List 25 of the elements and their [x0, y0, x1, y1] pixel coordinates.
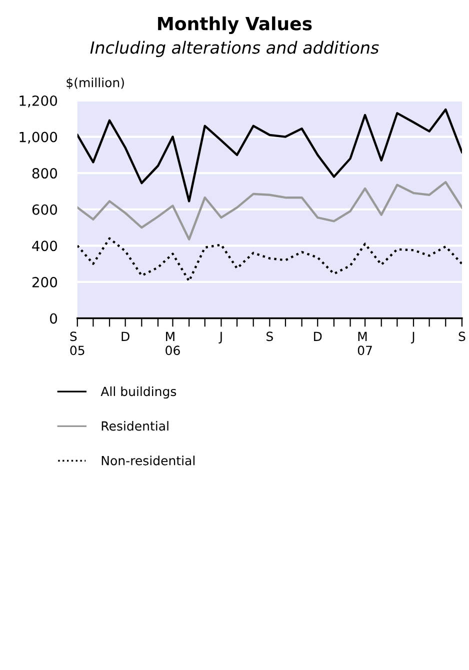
y-tick-label: 1,000: [20, 132, 58, 144]
line-series: [77, 237, 462, 282]
x-tick-label: M 06: [166, 332, 180, 356]
x-tick-label: D: [314, 332, 322, 341]
line-series: [77, 181, 462, 240]
x-tick-label: S 05: [70, 332, 84, 356]
legend-label: Non-residential: [102, 456, 194, 466]
x-tick-label: S: [266, 332, 273, 342]
y-tick-label: 1,200: [20, 95, 58, 108]
x-tick-label: D: [122, 332, 130, 341]
x-tick-label: J: [411, 332, 414, 344]
y-tick-label: 600: [32, 204, 58, 215]
x-tick-label: J: [218, 332, 222, 344]
y-tick-label: 200: [32, 276, 58, 288]
chart-subtitle: Including alterations and additions: [90, 40, 379, 58]
y-tick-label: 800: [32, 168, 58, 179]
legend-label: All buildings: [100, 386, 176, 399]
y-tick-label: 400: [32, 240, 58, 252]
x-tick-label: S: [458, 332, 466, 342]
chart-title: Monthly Values: [158, 16, 312, 34]
y-tick-label: 0: [50, 313, 58, 324]
line-series: [77, 108, 462, 202]
legend-label: Residential: [102, 421, 168, 431]
x-tick-label: M 07: [358, 332, 372, 356]
y-axis-title: $(million): [66, 78, 124, 89]
